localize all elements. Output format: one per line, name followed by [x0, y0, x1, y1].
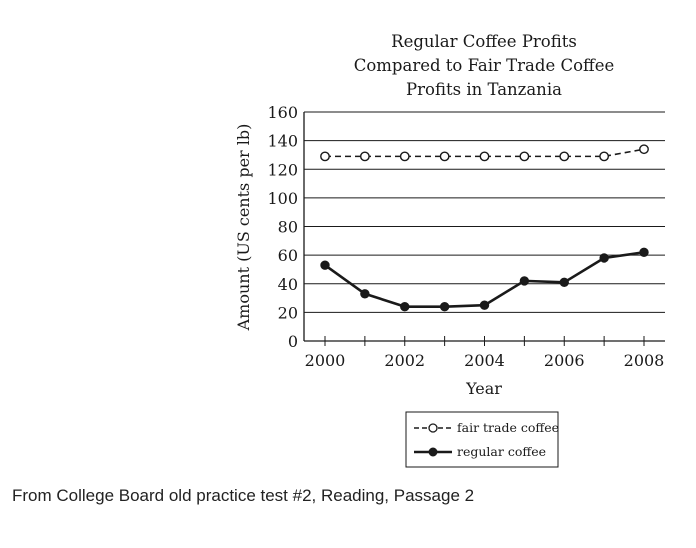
y-tick-label: 20: [278, 303, 298, 322]
y-tick-label: 60: [278, 246, 298, 265]
data-point: [639, 247, 649, 257]
data-point: [359, 151, 370, 162]
data-point: [479, 300, 490, 310]
y-tick-label: 120: [267, 160, 298, 179]
y-axis-label: Amount (US cents per lb): [234, 124, 253, 332]
x-tick-label: 2006: [544, 351, 585, 370]
data-point: [519, 151, 530, 162]
data-point: [479, 151, 490, 162]
series-1: [320, 247, 649, 312]
chart-title-line-3: Profits in Tanzania: [406, 80, 562, 99]
chart-title-line-1: Regular Coffee Profits: [391, 32, 577, 51]
source-caption: From College Board old practice test #2,…: [12, 486, 475, 505]
chart: Regular Coffee Profits Compared to Fair …: [234, 32, 665, 468]
x-tick-label: 2008: [624, 351, 665, 370]
y-tick-label: 140: [267, 132, 298, 151]
series-line: [324, 250, 645, 308]
x-tick-label: 2002: [384, 351, 425, 370]
data-point: [559, 277, 569, 288]
data-point: [599, 151, 610, 162]
data-point: [320, 260, 330, 270]
grid-lines: [304, 111, 665, 342]
y-tick-label: 100: [267, 189, 298, 208]
chart-title: Regular Coffee Profits Compared to Fair …: [354, 32, 615, 99]
x-tick-label: 2000: [305, 351, 346, 370]
data-point: [639, 144, 649, 155]
legend-label: regular coffee: [457, 444, 546, 459]
x-axis-label: Year: [465, 379, 502, 398]
y-tick-label: 160: [267, 103, 298, 122]
legend-marker: [428, 423, 438, 433]
y-tick-label: 80: [278, 218, 298, 237]
legend-label: fair trade coffee: [457, 420, 559, 435]
data-point: [559, 151, 570, 162]
series-0: [320, 144, 649, 162]
axes: [303, 112, 665, 346]
data-point: [400, 301, 410, 312]
chart-title-line-2: Compared to Fair Trade Coffee: [354, 56, 615, 75]
data-point: [519, 276, 530, 286]
y-tick-label: 0: [288, 332, 298, 351]
legend-box: [405, 411, 559, 468]
data-point: [439, 151, 450, 162]
data-point: [320, 151, 330, 162]
y-tick-labels: 0 20 40 60 80 100 120 140 160: [267, 103, 298, 351]
x-tick-label: 2004: [464, 351, 505, 370]
series-line: [325, 148, 645, 158]
data-point: [360, 289, 370, 299]
series: [320, 144, 649, 312]
y-tick-label: 40: [278, 275, 298, 294]
data-point: [399, 151, 410, 162]
legend-marker: [428, 447, 438, 457]
data-point: [599, 253, 609, 263]
x-tick-labels: 2000 2002 2004 2006 2008: [305, 351, 665, 370]
data-point: [439, 301, 450, 312]
legend: fair trade coffee regular coffee: [405, 411, 559, 468]
